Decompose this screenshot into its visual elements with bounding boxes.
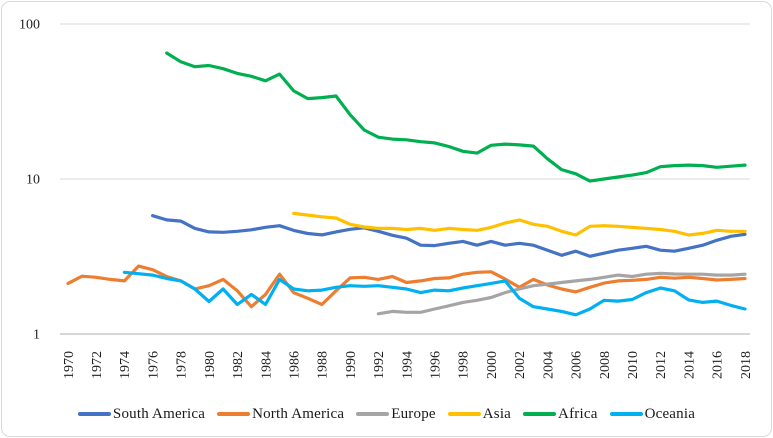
x-tick-label-2012: 2012 — [654, 351, 669, 379]
x-tick-label-1994: 1994 — [400, 351, 415, 379]
legend-item-europe: Europe — [356, 406, 436, 423]
series-line-africa — [165, 51, 747, 183]
y-tick-label-1: 1 — [33, 328, 40, 343]
x-tick-label-1996: 1996 — [429, 351, 444, 379]
series-line-north-america — [66, 264, 747, 309]
x-tick-label-1980: 1980 — [203, 351, 218, 379]
series-line-south-america — [151, 214, 747, 258]
legend-label-africa: Africa — [558, 405, 598, 422]
legend-item-oceania: Oceania — [609, 405, 696, 423]
y-tick-label-10: 10 — [26, 173, 40, 188]
x-tick-label-2002: 2002 — [513, 351, 528, 379]
x-tick-label-1984: 1984 — [259, 351, 274, 379]
legend-swatch-asia — [447, 412, 481, 416]
x-tick-label-1970: 1970 — [62, 351, 77, 379]
x-tick-label-1990: 1990 — [344, 351, 359, 379]
x-tick-label-2008: 2008 — [598, 351, 613, 379]
x-tick-label-2000: 2000 — [485, 351, 500, 379]
x-tick-label-2016: 2016 — [711, 351, 726, 379]
x-tick-label-2010: 2010 — [626, 351, 641, 379]
x-tick-label-1978: 1978 — [175, 351, 190, 379]
legend-item-south-america: South America — [77, 405, 206, 423]
x-tick-label-1998: 1998 — [457, 351, 472, 379]
legend-swatch-south-america — [77, 412, 111, 416]
legend-swatch-oceania — [609, 412, 643, 416]
series-line-asia — [292, 211, 747, 237]
x-tick-label-1976: 1976 — [146, 351, 161, 379]
legend-label-south-america: South America — [112, 405, 206, 422]
chart-legend: South America North America Europe Asia Afri… — [0, 399, 773, 429]
x-tick-label-1982: 1982 — [231, 351, 246, 379]
x-tick-label-1988: 1988 — [316, 351, 331, 379]
y-tick-label-100: 100 — [19, 18, 40, 33]
series-line-oceania — [122, 270, 747, 317]
series-line-europe — [376, 271, 747, 316]
x-tick-label-1986: 1986 — [287, 351, 302, 379]
legend-label-oceania: Oceania — [644, 405, 696, 422]
x-tick-label-1974: 1974 — [118, 351, 133, 379]
x-tick-label-2014: 2014 — [682, 351, 697, 379]
legend-swatch-africa — [523, 412, 557, 416]
x-tick-label-1992: 1992 — [372, 351, 387, 379]
legend-swatch-north-america — [217, 412, 251, 416]
legend-item-asia: Asia — [447, 405, 512, 423]
x-tick-label-2018: 2018 — [739, 351, 754, 379]
legend-label-asia: Asia — [482, 405, 512, 422]
legend-label-north-america: North America — [252, 405, 345, 422]
legend-item-north-america: North America — [217, 406, 344, 423]
legend-label-europe: Europe — [391, 405, 436, 422]
x-tick-label-1972: 1972 — [90, 351, 105, 379]
legend-item-africa: Africa — [523, 406, 598, 423]
legend-swatch-europe — [356, 412, 390, 416]
x-tick-label-2004: 2004 — [541, 351, 556, 379]
x-tick-label-2006: 2006 — [570, 351, 585, 379]
